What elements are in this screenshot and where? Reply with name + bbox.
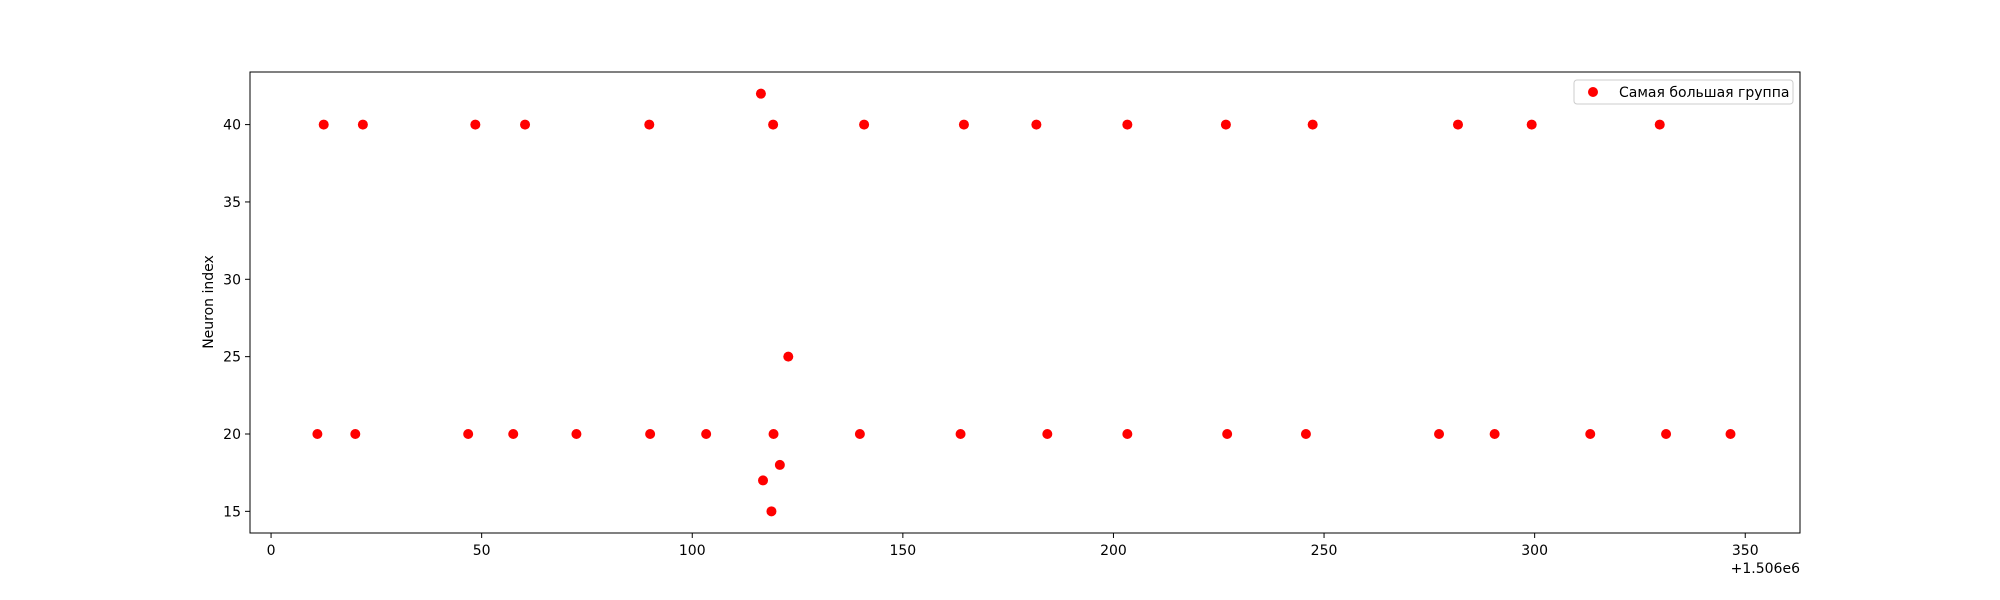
x-axis: 0 50 100 150 200 250 300 350 [267, 533, 1759, 559]
data-point [318, 119, 329, 130]
data-point [644, 119, 655, 130]
x-tick-label: 350 [1732, 543, 1759, 559]
data-point [520, 119, 531, 130]
data-point [1031, 119, 1042, 130]
y-tick-label: 25 [223, 350, 241, 366]
y-tick-label: 15 [223, 504, 241, 520]
data-point [1307, 119, 1318, 130]
data-point [508, 428, 519, 439]
x-tick-label: 150 [889, 543, 916, 559]
data-point [1452, 119, 1463, 130]
data-point [1434, 428, 1445, 439]
data-point [1526, 119, 1537, 130]
data-point [1661, 428, 1672, 439]
data-point [859, 119, 870, 130]
data-point [955, 428, 966, 439]
data-point [1042, 428, 1053, 439]
plot-area [249, 71, 1801, 534]
legend: Самая большая группа [1573, 79, 1794, 105]
data-point [1122, 428, 1133, 439]
x-tick-label: 250 [1311, 543, 1338, 559]
data-point [1122, 119, 1133, 130]
data-point [1300, 428, 1311, 439]
data-point [1222, 428, 1233, 439]
data-point [783, 351, 794, 362]
data-point [1220, 119, 1231, 130]
data-point [571, 428, 582, 439]
data-point [357, 119, 368, 130]
data-point [755, 88, 766, 99]
y-tick-label: 20 [223, 427, 241, 443]
x-tick-label: 50 [473, 543, 491, 559]
data-point [958, 119, 969, 130]
y-tick-label: 30 [223, 272, 241, 288]
data-point [1489, 428, 1500, 439]
y-axis: 15 20 25 30 35 40 [223, 118, 250, 520]
data-point [1654, 119, 1665, 130]
x-offset-label: +1.506e6 [1731, 561, 1800, 577]
legend-label: Самая большая группа [1619, 85, 1789, 101]
data-point [470, 119, 481, 130]
data-point [1725, 428, 1736, 439]
data-point [312, 428, 323, 439]
y-tick-label: 40 [223, 118, 241, 134]
data-point [758, 475, 769, 486]
data-point [766, 506, 777, 517]
points-layer [312, 88, 1736, 517]
legend-marker [1588, 87, 1598, 97]
data-point [701, 428, 712, 439]
x-tick-label: 300 [1521, 543, 1548, 559]
y-axis-label: Neuron index [201, 255, 217, 349]
data-point [768, 428, 779, 439]
data-point [645, 428, 656, 439]
data-point [1585, 428, 1596, 439]
data-point [768, 119, 779, 130]
data-point [774, 459, 785, 470]
x-tick-label: 200 [1100, 543, 1127, 559]
data-point [350, 428, 361, 439]
data-point [463, 428, 474, 439]
x-tick-label: 0 [267, 543, 276, 559]
data-point [854, 428, 865, 439]
legend-box [1573, 79, 1794, 105]
x-tick-label: 100 [679, 543, 706, 559]
y-tick-label: 35 [223, 195, 241, 211]
plot-frame [249, 71, 1801, 534]
